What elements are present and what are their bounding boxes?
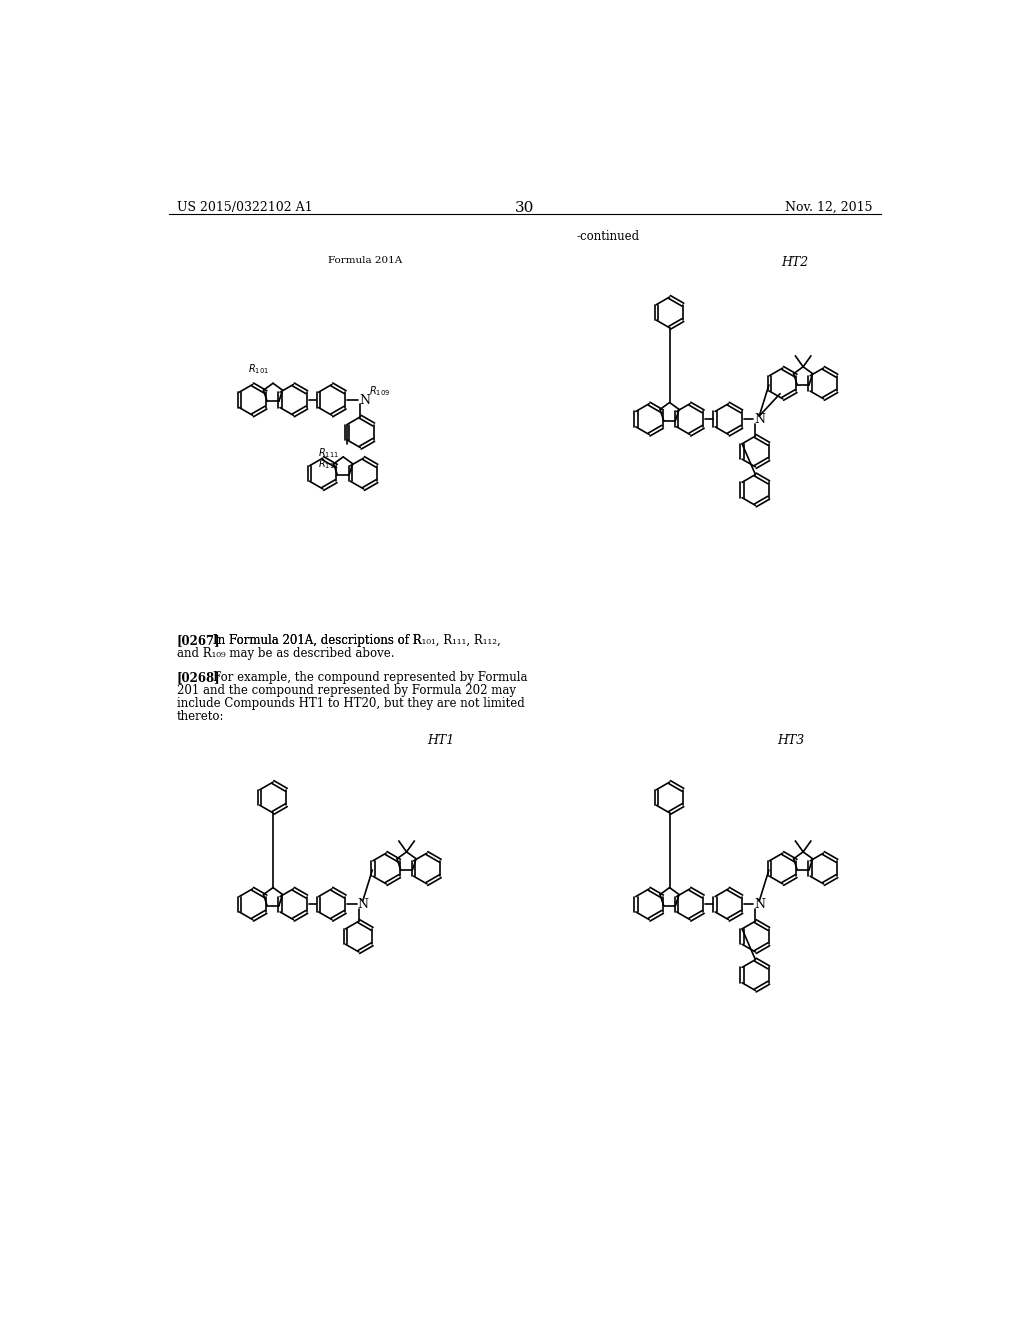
Text: N: N (357, 899, 369, 912)
Text: 201 and the compound represented by Formula 202 may: 201 and the compound represented by Form… (177, 684, 516, 697)
Text: [0268]: [0268] (177, 671, 220, 684)
Text: Formula 201A: Formula 201A (329, 256, 402, 265)
Text: include Compounds HT1 to HT20, but they are not limited: include Compounds HT1 to HT20, but they … (177, 697, 524, 710)
Text: $R_{112}$: $R_{112}$ (318, 457, 339, 471)
Text: HT2: HT2 (781, 256, 808, 269)
Text: US 2015/0322102 A1: US 2015/0322102 A1 (177, 201, 312, 214)
Text: Nov. 12, 2015: Nov. 12, 2015 (785, 201, 872, 214)
Text: [0267]: [0267] (177, 635, 220, 647)
Text: In Formula 201A, descriptions of R₁₀₁, R₁₁₁, R₁₁₂,: In Formula 201A, descriptions of R₁₀₁, R… (213, 635, 501, 647)
Text: -continued: -continued (577, 230, 640, 243)
Text: HT1: HT1 (427, 734, 455, 747)
Text: $R_{111}$: $R_{111}$ (318, 446, 339, 459)
Text: N: N (754, 899, 765, 912)
Text: 30: 30 (515, 201, 535, 215)
Text: N: N (754, 413, 765, 426)
Text: thereto:: thereto: (177, 710, 224, 723)
Text: HT3: HT3 (777, 734, 804, 747)
Text: For example, the compound represented by Formula: For example, the compound represented by… (213, 671, 527, 684)
Text: and R₁₀₉ may be as described above.: and R₁₀₉ may be as described above. (177, 647, 394, 660)
Text: In Formula 201A, descriptions of R: In Formula 201A, descriptions of R (213, 635, 422, 647)
Text: N: N (359, 395, 371, 407)
Text: $R_{109}$: $R_{109}$ (369, 384, 390, 397)
Text: $R_{101}$: $R_{101}$ (248, 362, 269, 376)
